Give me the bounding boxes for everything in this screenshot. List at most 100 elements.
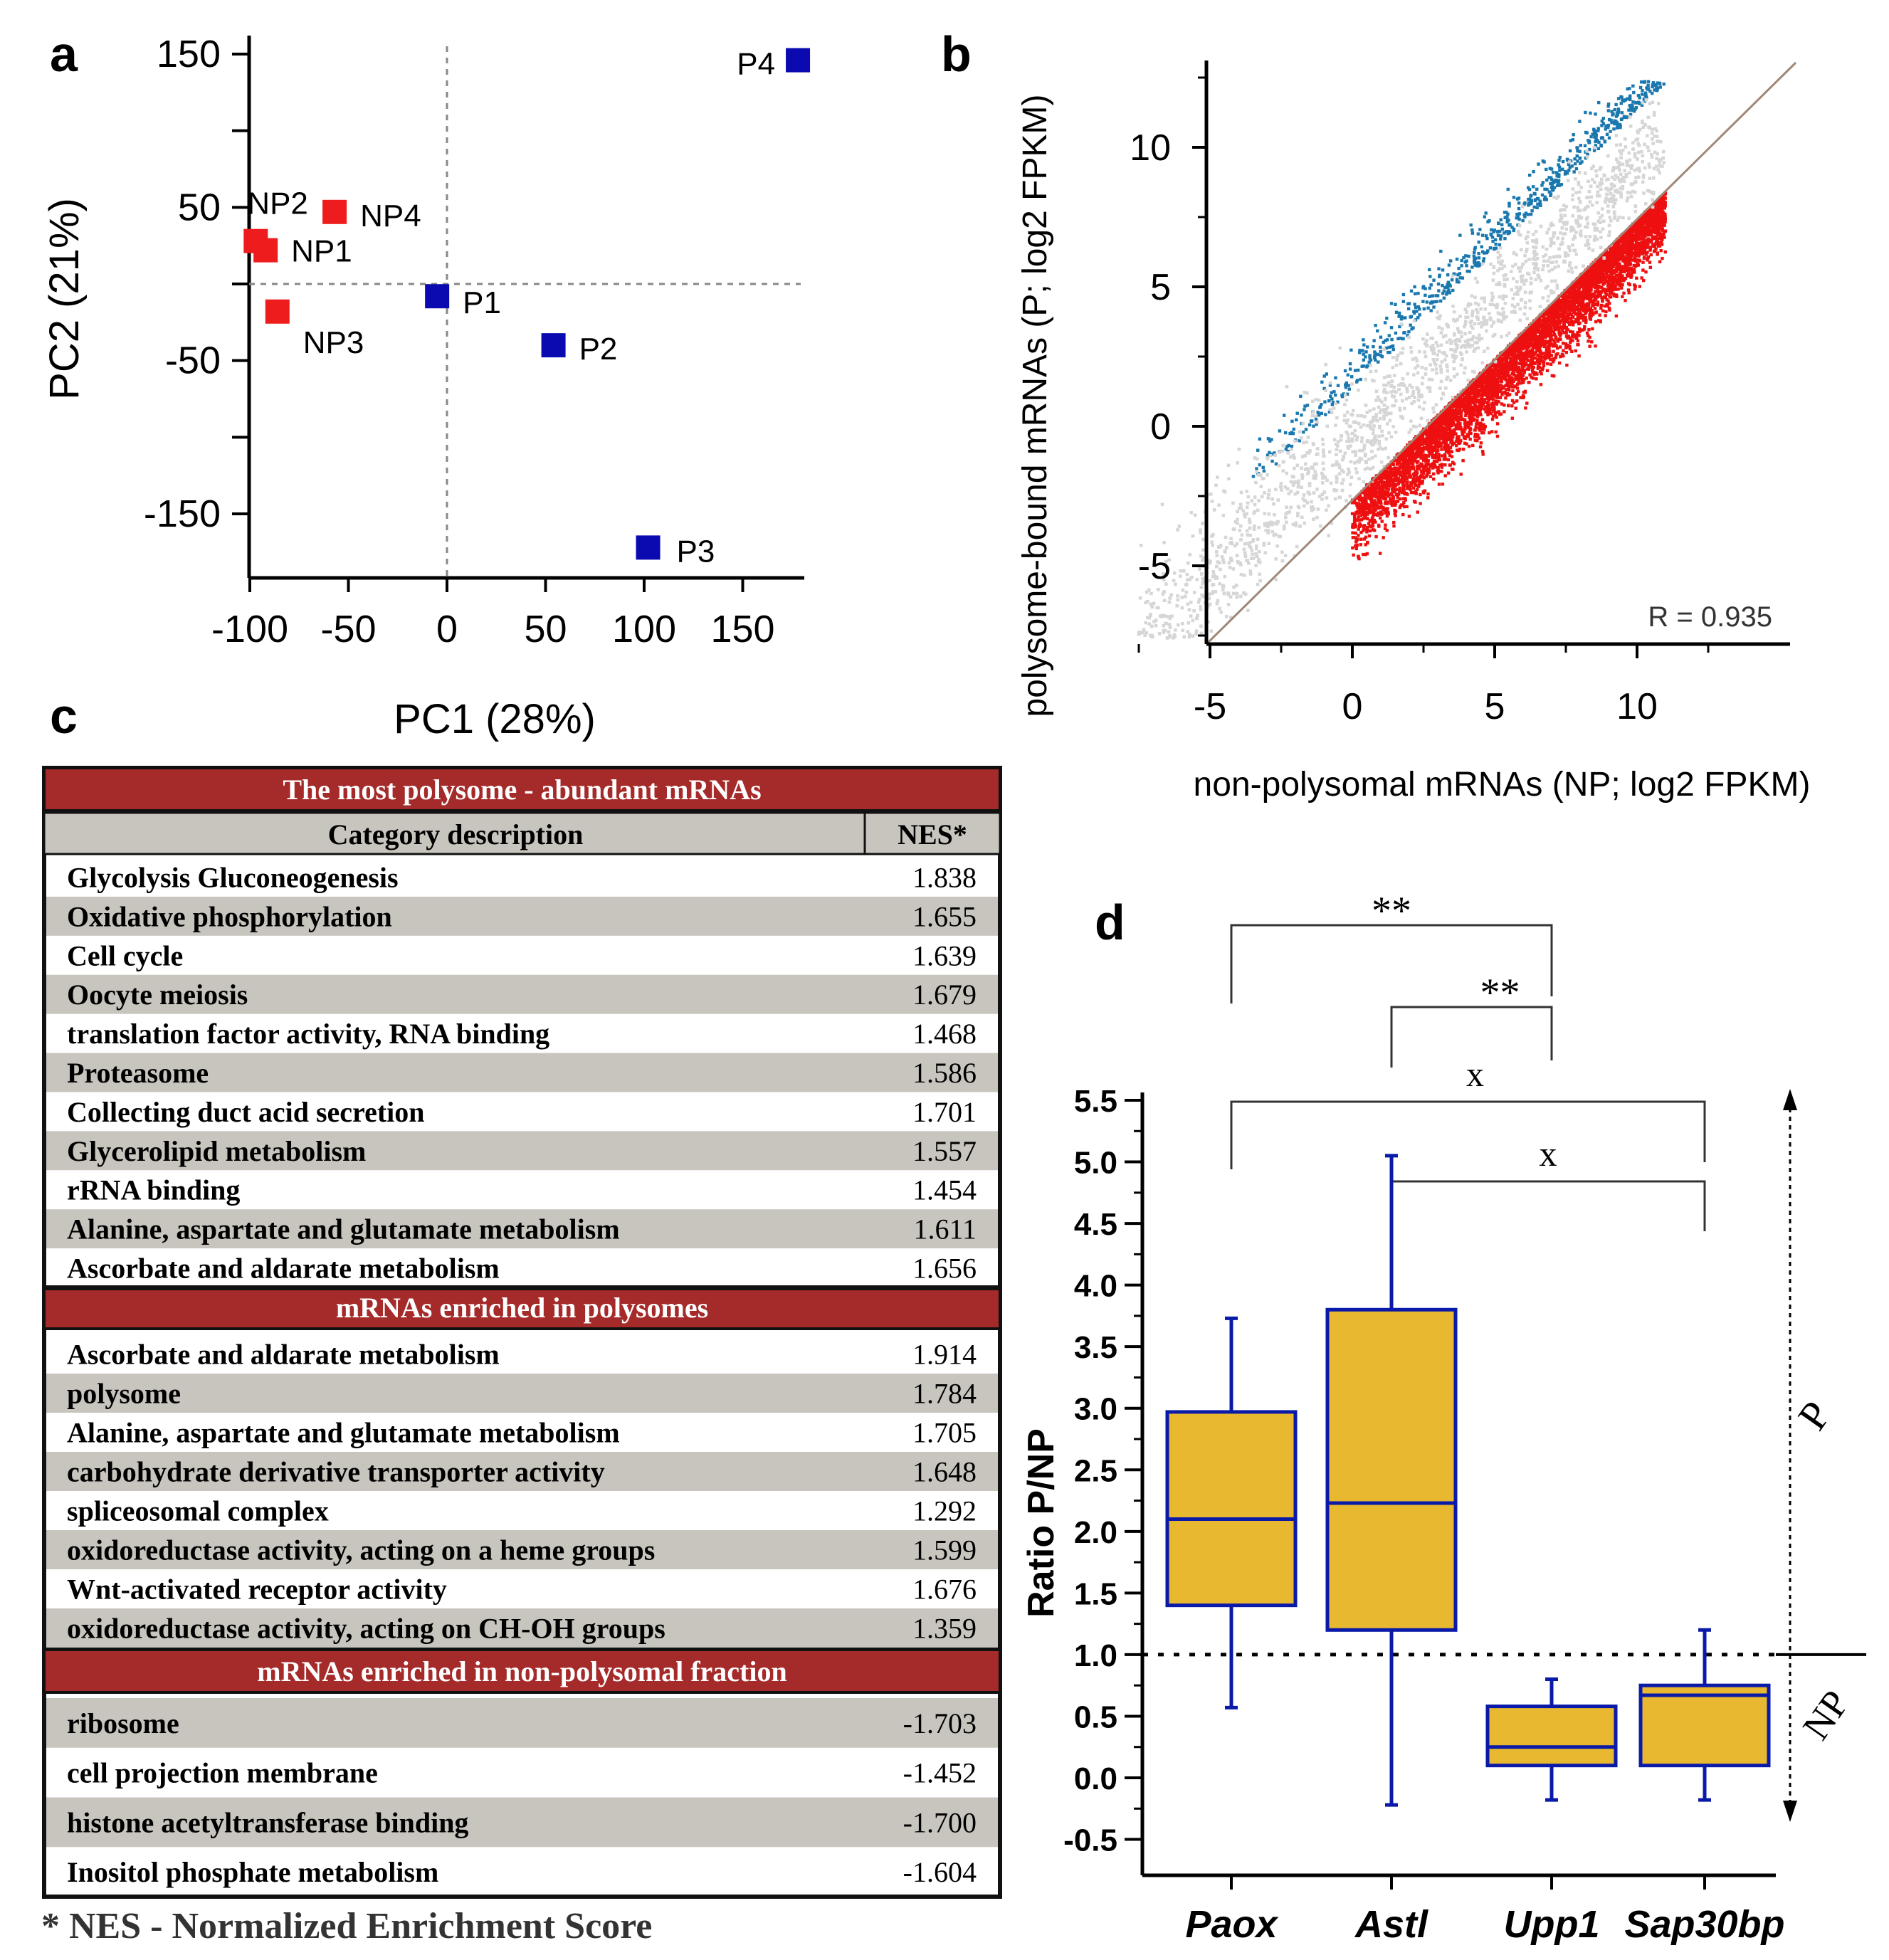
scatter-point [1653, 231, 1658, 235]
scatter-point [1499, 384, 1503, 387]
scatter-point [1336, 384, 1340, 388]
scatter-point [1608, 308, 1611, 312]
scatter-point [1409, 315, 1414, 319]
scatter-point [1291, 431, 1295, 436]
scatter-point [1612, 276, 1616, 280]
scatter-point [1447, 288, 1451, 292]
scatter-point [1624, 265, 1628, 269]
scatter-point [1374, 358, 1377, 362]
scatter-point [1377, 498, 1380, 502]
scatter-point [1629, 105, 1633, 108]
scatter-point [1606, 288, 1611, 292]
scatter-point [1588, 280, 1592, 283]
scatter-point [1432, 305, 1436, 309]
scatter-point [1398, 325, 1401, 329]
scatter-point [1413, 459, 1417, 463]
scatter-point [1649, 253, 1653, 257]
scatter-point [1394, 475, 1397, 480]
scatter-point [1393, 490, 1396, 493]
scatter-point [1436, 419, 1441, 423]
scatter-point [1557, 184, 1562, 187]
scatter-point [1505, 220, 1509, 223]
scatter-point [1399, 497, 1402, 501]
scatter-point [1575, 154, 1579, 158]
scatter-point [1478, 421, 1482, 426]
scatter-point [1654, 247, 1658, 251]
scatter-point [1572, 282, 1576, 285]
scatter-point [1482, 426, 1485, 430]
scatter-point [1478, 445, 1483, 449]
scatter-point [1574, 167, 1579, 171]
scatter-point [1429, 309, 1433, 312]
scatter-point [1369, 529, 1372, 533]
scatter-point [1434, 294, 1438, 297]
scatter-point [1596, 147, 1600, 151]
scatter-point [1545, 325, 1549, 330]
scatter-point [1392, 487, 1396, 490]
scatter-point [1617, 243, 1621, 247]
scatter-point [1354, 544, 1358, 548]
scatter-point [1404, 316, 1407, 320]
scatter-point [1406, 334, 1409, 337]
scatter-point [1516, 223, 1520, 227]
scatter-point [1452, 273, 1456, 276]
scatter-point [1527, 174, 1532, 177]
scatter-point [1525, 352, 1529, 355]
scatter-point [1372, 339, 1376, 342]
scatter-point [1412, 444, 1416, 448]
scatter-point [1530, 375, 1533, 379]
panel-label-d: d [1095, 895, 1125, 950]
scatter-point [1514, 347, 1517, 351]
scatter-point [1551, 179, 1555, 183]
scatter-point [1300, 413, 1303, 417]
scatter-point [1642, 238, 1646, 241]
scatter-point [1602, 288, 1606, 292]
scatter-point [1506, 187, 1510, 191]
scatter-point [1593, 130, 1597, 134]
scatter-point [1618, 253, 1621, 258]
scatter-point [1614, 293, 1619, 297]
scatter-point [1453, 423, 1457, 427]
scatter-point [1621, 246, 1625, 249]
scatter-point [1532, 344, 1536, 348]
scatter-point [1598, 313, 1601, 317]
scatter-point [1507, 201, 1511, 205]
scatter-point [1610, 273, 1614, 278]
scatter-point [1358, 351, 1362, 354]
scatter-point [1503, 236, 1507, 241]
scatter-point [1619, 117, 1624, 122]
scatter-point [1295, 411, 1299, 415]
scatter-point [1456, 420, 1460, 423]
scatter-point [1493, 379, 1496, 384]
scatter-point [1262, 469, 1266, 473]
scatter-point [1467, 422, 1470, 426]
scatter-point [1521, 394, 1525, 398]
scatter-point [1641, 233, 1644, 237]
scatter-point [1412, 474, 1416, 478]
scatter-point [1635, 258, 1638, 262]
scatter-point [1359, 510, 1363, 515]
scatter-point [1493, 413, 1497, 417]
scatter-point [1637, 218, 1641, 222]
scatter-point [1574, 296, 1577, 300]
scatter-point [1437, 267, 1441, 270]
scatter-point [1427, 436, 1431, 440]
scatter-point [1495, 434, 1500, 438]
scatter-point [1547, 344, 1551, 347]
scatter-point [1552, 188, 1555, 191]
scatter-point [1421, 464, 1426, 468]
scatter-point [1519, 362, 1522, 366]
scatter-point [1512, 228, 1515, 233]
scatter-point [1577, 354, 1581, 358]
scatter-point [1542, 320, 1545, 323]
scatter-point [1490, 228, 1493, 232]
scatter-point [1412, 478, 1416, 482]
scatter-point [1565, 172, 1569, 175]
scatter-point [1416, 442, 1419, 446]
scatter-point [1387, 334, 1391, 337]
scatter-point [1528, 332, 1532, 336]
scatter-point [1334, 376, 1337, 380]
scatter-point [1375, 484, 1379, 488]
scatter-point [1317, 413, 1321, 417]
